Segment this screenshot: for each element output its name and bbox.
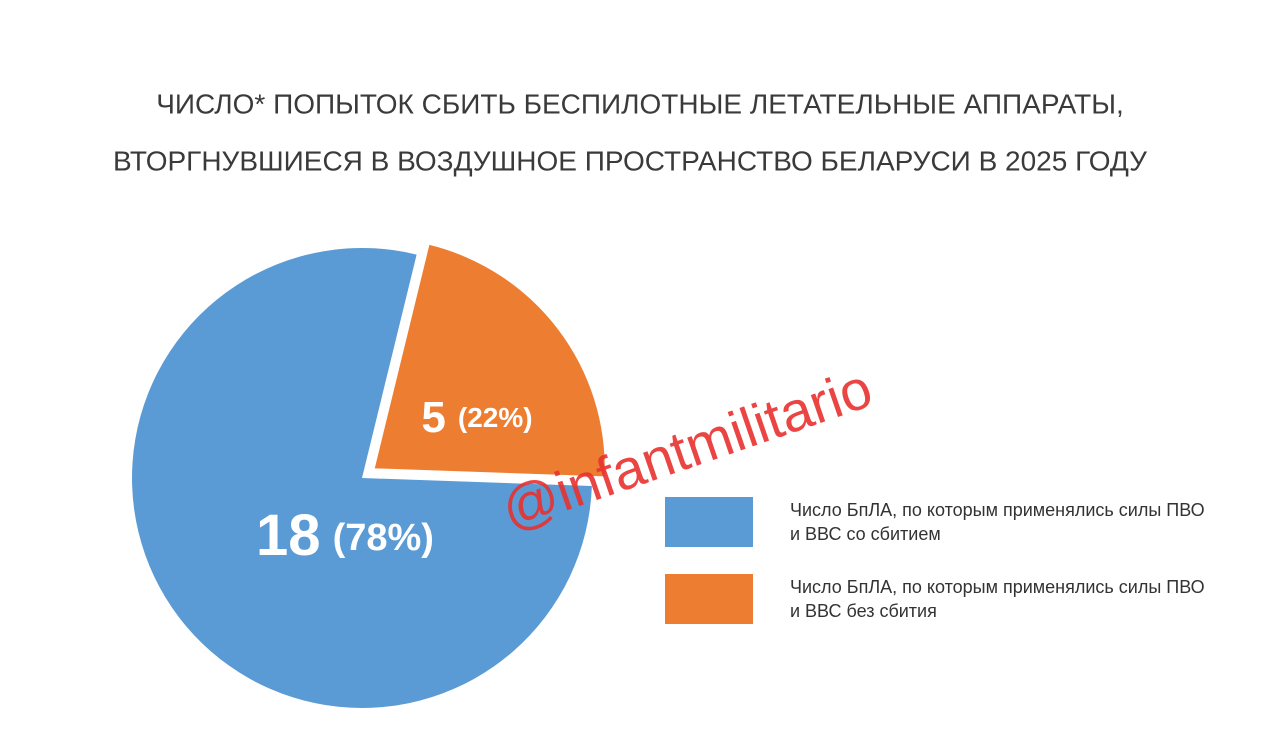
legend-swatch: [665, 574, 753, 624]
chart-title: ЧИСЛО* ПОПЫТОК СБИТЬ БЕСПИЛОТНЫЕ ЛЕТАТЕЛ…: [156, 88, 1124, 119]
data-label: 5 (22%): [421, 393, 532, 442]
percent-label: (22%): [458, 402, 533, 433]
legend-label: Число БпЛА, по которым применялись силы …: [790, 500, 1205, 544]
legend-swatch: [665, 497, 753, 547]
pie-slice: [132, 247, 592, 709]
legend-item: Число БпЛА, по которым применялись силы …: [665, 497, 1225, 547]
data-label: 18 (78%): [256, 503, 434, 568]
pie-slice: [374, 244, 605, 477]
legend-label: Число БпЛА, по которым применялись силы …: [790, 577, 1205, 621]
value-label: 5: [421, 393, 445, 442]
percent-label: (78%): [333, 517, 434, 559]
value-label: 18: [256, 503, 321, 568]
legend-item: Число БпЛА, по которым применялись силы …: [665, 574, 1225, 624]
chart-title: ВТОРГНУВШИЕСЯ В ВОЗДУШНОЕ ПРОСТРАНСТВО Б…: [113, 145, 1147, 176]
